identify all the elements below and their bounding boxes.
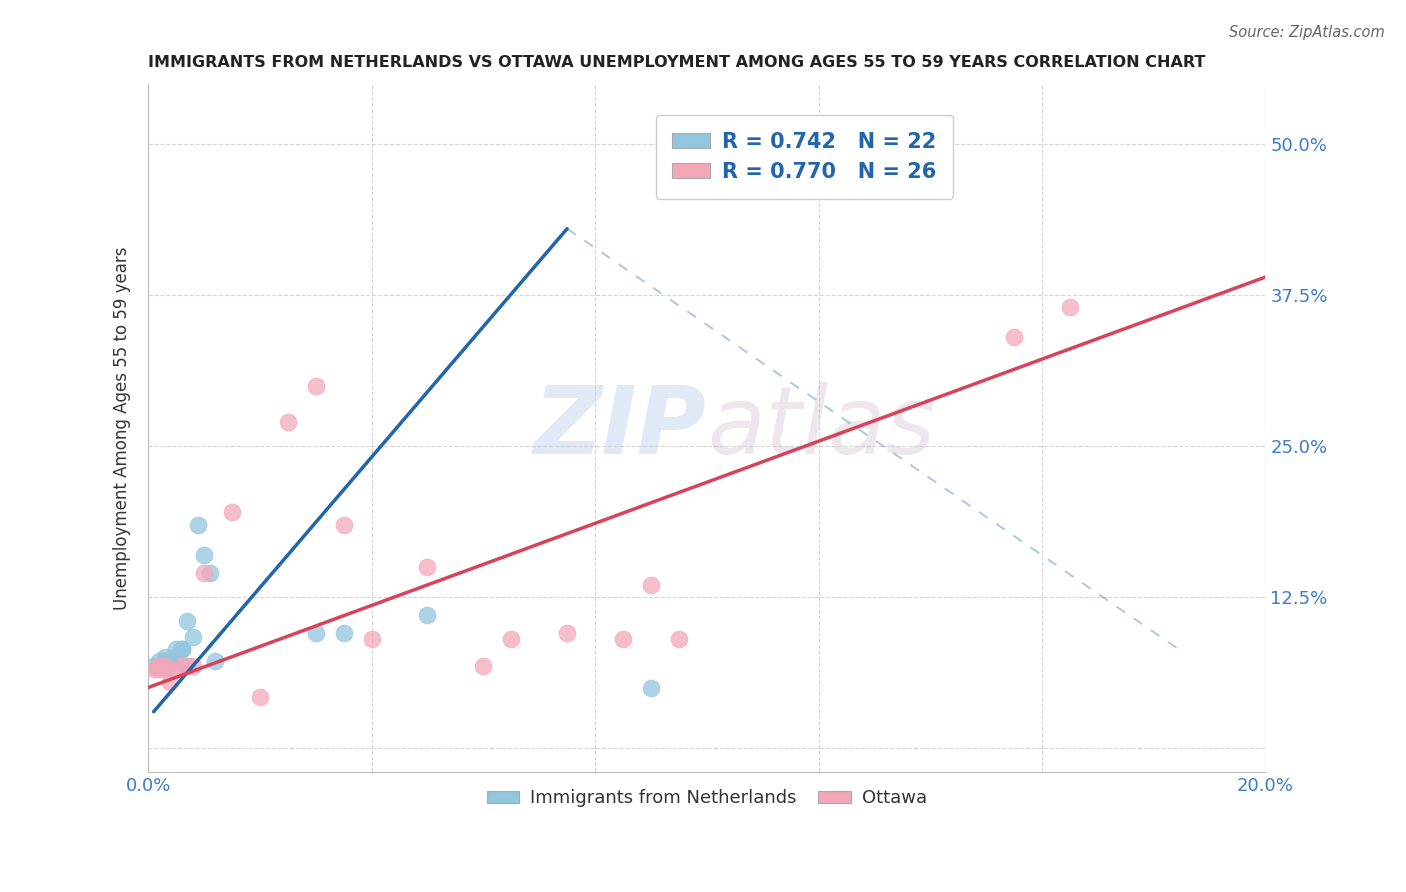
Point (165, 662, 187, 676)
Point (181, 658, 204, 673)
Point (165, 641, 187, 656)
Point (416, 559, 439, 574)
Point (1002, 330, 1025, 344)
Point (159, 674, 181, 689)
Point (148, 654, 170, 668)
Point (472, 658, 495, 673)
Point (153, 662, 176, 676)
Point (142, 662, 165, 676)
Point (555, 626, 578, 640)
Point (153, 654, 176, 668)
Point (193, 548, 215, 562)
Point (305, 626, 328, 640)
Point (193, 566, 215, 580)
Point (668, 632, 690, 647)
Point (640, 681, 662, 695)
Point (360, 632, 382, 647)
Point (153, 658, 176, 673)
Point (640, 578, 662, 592)
Point (159, 654, 181, 668)
Point (176, 658, 198, 673)
Point (277, 415, 299, 429)
Point (153, 650, 176, 665)
Point (249, 690, 271, 705)
Text: ZIP: ZIP (534, 382, 707, 474)
Point (332, 517, 354, 532)
Legend: Immigrants from Netherlands, Ottawa: Immigrants from Netherlands, Ottawa (479, 782, 934, 814)
Point (170, 658, 193, 673)
Point (332, 626, 354, 640)
Point (187, 517, 209, 532)
Point (198, 566, 221, 580)
Point (176, 614, 198, 628)
Text: atlas: atlas (707, 383, 935, 474)
Point (159, 658, 181, 673)
Point (170, 641, 193, 656)
Point (165, 650, 187, 665)
Point (181, 630, 204, 644)
Point (416, 608, 439, 623)
Point (204, 654, 226, 668)
Y-axis label: Unemployment Among Ages 55 to 59 years: Unemployment Among Ages 55 to 59 years (114, 246, 131, 610)
Text: Source: ZipAtlas.com: Source: ZipAtlas.com (1229, 25, 1385, 40)
Point (221, 506, 243, 520)
Text: IMMIGRANTS FROM NETHERLANDS VS OTTAWA UNEMPLOYMENT AMONG AGES 55 TO 59 YEARS COR: IMMIGRANTS FROM NETHERLANDS VS OTTAWA UN… (148, 55, 1205, 70)
Point (148, 662, 170, 676)
Point (501, 632, 523, 647)
Point (170, 641, 193, 656)
Point (176, 658, 198, 673)
Point (148, 658, 170, 673)
Point (1059, 300, 1081, 314)
Point (305, 378, 328, 392)
Point (142, 658, 165, 673)
Point (612, 632, 634, 647)
Point (148, 658, 170, 673)
